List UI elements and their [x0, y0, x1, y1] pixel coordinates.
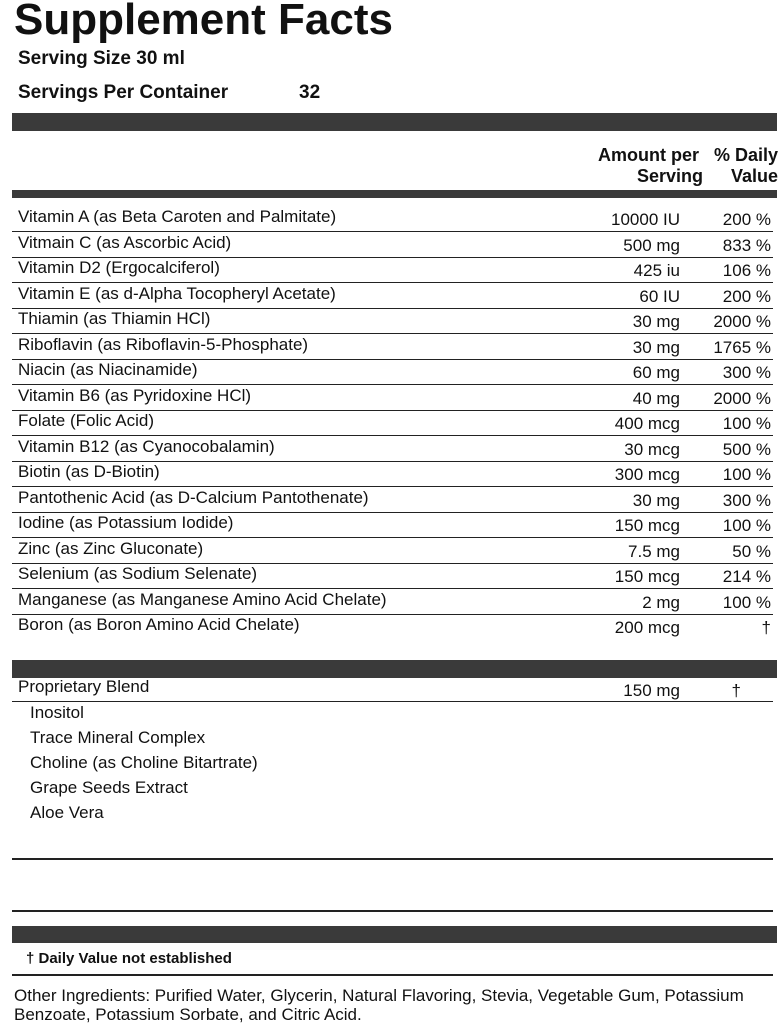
blend-item: Inositol — [30, 703, 84, 722]
nutrient-dv: 100 % — [722, 592, 771, 612]
nutrient-name: Biotin (as D-Biotin) — [18, 462, 160, 481]
nutrient-dv: 500 % — [722, 439, 771, 459]
nutrient-name: Vitamin A (as Beta Caroten and Palmitate… — [18, 207, 337, 226]
blend-item: Grape Seeds Extract — [30, 778, 188, 797]
dv-header: Value — [730, 166, 778, 186]
nutrient-dv: 300 % — [722, 363, 771, 382]
title: Supplement Facts — [14, 0, 393, 44]
nutrient-amount: 30 mg — [632, 312, 680, 331]
nutrient-amount: 400 mcg — [614, 414, 680, 433]
amount-header: Serving — [636, 166, 703, 186]
row-rule — [12, 282, 773, 283]
nutrient-dv: 2000 % — [713, 388, 771, 408]
nutrient-dv: 300 % — [722, 490, 771, 510]
nutrient-amount: 200 mcg — [614, 618, 680, 637]
servings-value: 32 — [299, 82, 321, 103]
row-rule — [12, 613, 773, 615]
blend-item: Aloe Vera — [30, 803, 104, 822]
row-rule — [12, 435, 773, 436]
row-rule — [12, 333, 773, 334]
row-rule — [12, 409, 773, 411]
nutrient-amount: 10000 IU — [611, 210, 680, 229]
row-rule — [12, 486, 773, 487]
dv-header: % Daily — [713, 145, 778, 165]
nutrient-dv: 200 % — [722, 286, 771, 306]
row-rule — [12, 256, 773, 258]
row-rule — [12, 307, 773, 309]
nutrient-name: Selenium (as Sodium Selenate) — [18, 564, 258, 583]
rule — [12, 858, 773, 860]
nutrient-amount: 30 mcg — [624, 439, 680, 459]
rule — [12, 974, 773, 976]
nutrient-dv: 833 % — [722, 235, 771, 255]
nutrient-amount: 500 mg — [623, 235, 680, 255]
nutrient-name: Riboflavin (as Riboflavin-5-Phosphate) — [18, 334, 309, 354]
nutrient-name: Boron (as Boron Amino Acid Chelate) — [18, 615, 300, 634]
divider-bar — [12, 190, 777, 198]
blend-dv: † — [731, 681, 741, 700]
rule — [12, 910, 773, 912]
nutrient-name: Vitamin D2 (Ergocalciferol) — [18, 258, 220, 277]
nutrient-name: Vitamin B12 (as Cyanocobalamin) — [18, 436, 275, 456]
nutrient-dv: 106 % — [722, 261, 771, 280]
divider-bar — [12, 926, 777, 943]
nutrient-dv: 100 % — [722, 414, 771, 433]
nutrient-name: Manganese (as Manganese Amino Acid Chela… — [18, 589, 387, 609]
servings-label: Servings Per Container — [18, 82, 229, 103]
nutrient-dv: 100 % — [722, 465, 771, 484]
nutrient-amount: 60 mg — [632, 363, 680, 382]
nutrient-amount: 150 mcg — [614, 516, 680, 535]
other-ingredients: Other Ingredients: Purified Water, Glyce… — [14, 986, 744, 1024]
row-rule — [12, 701, 773, 702]
row-rule — [12, 588, 773, 589]
nutrient-amount: 30 mg — [632, 337, 680, 357]
nutrient-amount: 300 mcg — [614, 465, 680, 484]
divider-bar — [12, 660, 777, 678]
nutrient-amount: 2 mg — [642, 592, 680, 612]
nutrient-dv: 200 % — [722, 210, 771, 229]
nutrient-name: Pantothenic Acid (as D-Calcium Pantothen… — [18, 487, 369, 507]
nutrient-name: Zinc (as Zinc Gluconate) — [18, 538, 204, 558]
row-rule — [12, 231, 773, 232]
nutrient-dv: 214 % — [722, 567, 771, 586]
nutrient-dv: † — [761, 618, 771, 637]
nutrient-amount: 40 mg — [632, 388, 680, 408]
nutrient-amount: 7.5 mg — [628, 541, 680, 561]
footnote: † Daily Value not established — [26, 950, 232, 967]
row-rule — [12, 511, 773, 513]
nutrient-name: Vitamin E (as d-Alpha Tocopheryl Acetate… — [18, 283, 336, 303]
nutrient-amount: 60 IU — [639, 286, 680, 306]
nutrient-dv: 1765 % — [713, 337, 771, 357]
amount-header: Amount per — [598, 145, 699, 165]
nutrient-amount: 150 mcg — [614, 567, 680, 586]
blend-amount: 150 mg — [623, 681, 680, 700]
nutrient-name: Folate (Folic Acid) — [18, 411, 155, 430]
nutrient-name: Vitmain C (as Ascorbic Acid) — [18, 232, 232, 252]
serving-size: Serving Size 30 ml — [18, 48, 185, 69]
nutrient-dv: 50 % — [732, 541, 771, 561]
nutrient-dv: 100 % — [722, 516, 771, 535]
nutrient-amount: 425 iu — [633, 261, 680, 280]
divider-bar — [12, 113, 777, 131]
nutrient-amount: 30 mg — [632, 490, 680, 510]
nutrient-name: Thiamin (as Thiamin HCl) — [18, 309, 211, 328]
nutrient-name: Vitamin B6 (as Pyridoxine HCl) — [18, 385, 252, 405]
blend-item: Choline (as Choline Bitartrate) — [30, 753, 258, 772]
row-rule — [12, 562, 773, 564]
nutrient-dv: 2000 % — [713, 312, 771, 331]
row-rule — [12, 358, 773, 360]
row-rule — [12, 460, 773, 462]
row-rule — [12, 384, 773, 385]
nutrient-name: Iodine (as Potassium Iodide) — [18, 513, 234, 532]
blend-item: Trace Mineral Complex — [30, 728, 206, 747]
blend-name: Proprietary Blend — [18, 677, 150, 696]
nutrient-name: Niacin (as Niacinamide) — [18, 360, 198, 379]
row-rule — [12, 537, 773, 538]
